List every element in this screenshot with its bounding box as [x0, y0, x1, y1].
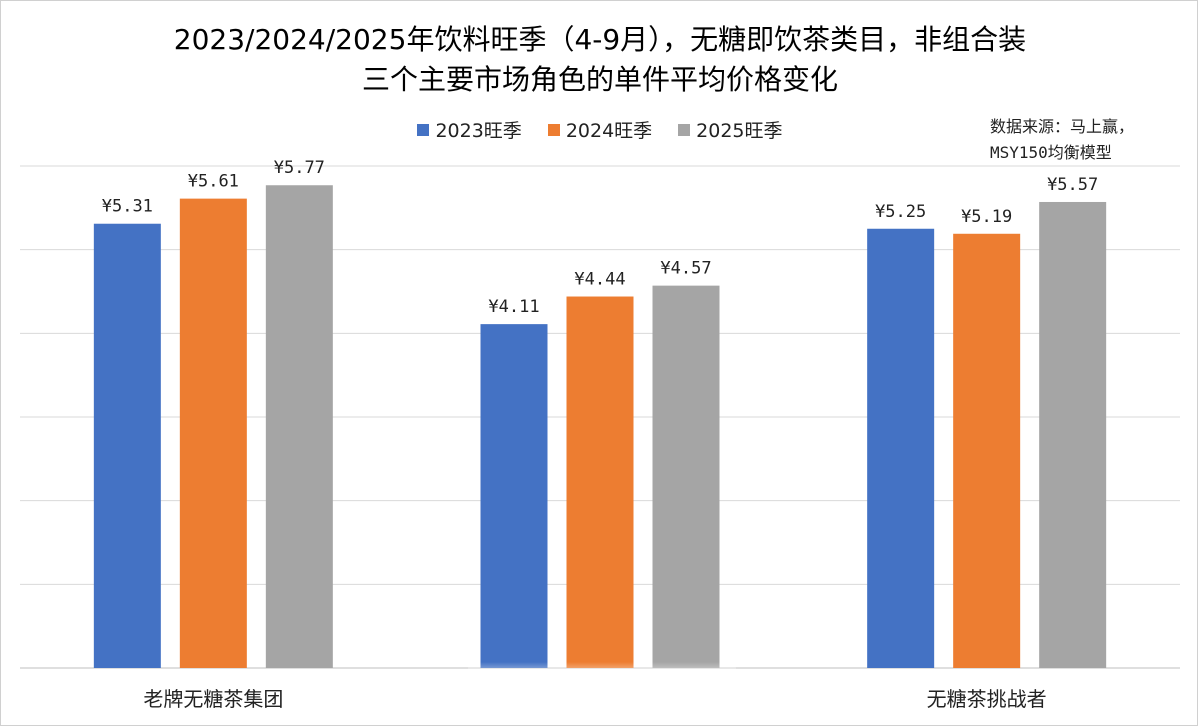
data-source-note: 数据来源：马上赢， MSY150均衡模型 — [990, 114, 1190, 166]
data-label: ¥5.77 — [274, 158, 325, 178]
legend-label-2024: 2024旺季 — [565, 120, 653, 142]
legend-label-2025: 2025旺季 — [696, 120, 783, 142]
bar — [480, 324, 548, 668]
bar — [179, 198, 247, 668]
chart-title-line-1: 2023/2024/2025年饮料旺季（4-9月），无糖即饮茶类目，非组合装 — [173, 23, 1027, 56]
data-label: ¥4.11 — [488, 297, 539, 317]
legend-item-2023: 2023旺季 — [417, 116, 522, 143]
bar — [867, 228, 935, 668]
data-label: ¥5.31 — [102, 197, 153, 217]
chart-title-line-2: 三个主要市场角色的单件平均价格变化 — [361, 63, 838, 96]
legend-swatch-2023 — [417, 123, 430, 136]
data-source-line-2: MSY150均衡模型 — [990, 143, 1112, 162]
watermark-overlay — [468, 662, 736, 714]
bar — [652, 285, 720, 668]
legend-label-2023: 2023旺季 — [435, 120, 522, 142]
bar — [265, 185, 333, 668]
data-label: ¥5.19 — [961, 207, 1012, 227]
data-label: ¥5.57 — [1047, 175, 1098, 195]
legend-item-2025: 2025旺季 — [678, 116, 783, 143]
legend-swatch-2024 — [547, 123, 560, 136]
legend-swatch-2025 — [678, 123, 691, 136]
bar — [1039, 201, 1107, 668]
x-tick-label: 无糖茶挑战者 — [927, 687, 1047, 711]
data-label: ¥4.44 — [574, 270, 625, 290]
data-label: ¥5.25 — [875, 202, 926, 222]
data-source-line-1: 数据来源：马上赢， — [990, 117, 1135, 136]
bar — [566, 296, 634, 668]
legend: 2023旺季 2024旺季 2025旺季 — [0, 116, 1200, 143]
bar — [953, 233, 1021, 668]
data-label: ¥5.61 — [188, 172, 239, 192]
bar — [93, 223, 161, 669]
data-label: ¥4.57 — [660, 259, 711, 279]
legend-item-2024: 2024旺季 — [547, 116, 653, 143]
x-tick-label: 老牌无糖茶集团 — [143, 687, 283, 711]
